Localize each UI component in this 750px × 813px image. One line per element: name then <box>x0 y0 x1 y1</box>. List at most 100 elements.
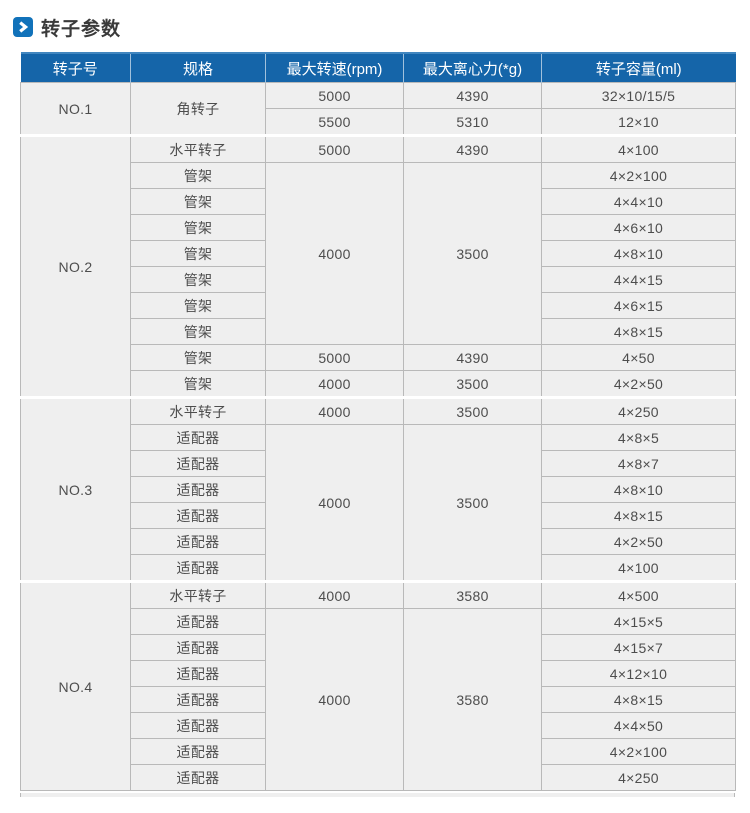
table-row: 管架 4000 3500 4×2×100 <box>21 162 736 345</box>
table-row: 适配器 4×250 <box>21 764 736 791</box>
cell-capacity: 4×15×7 <box>541 634 736 661</box>
header-capacity: 转子容量(ml) <box>541 52 736 83</box>
cell-max-force: 3500 <box>403 424 542 582</box>
cell-spec: 适配器 <box>130 712 266 739</box>
table-row: 适配器 4×15×7 <box>21 634 736 661</box>
cell-spec: 管架 <box>130 318 266 345</box>
cell-spec: 适配器 <box>130 450 266 477</box>
cell-spec: 管架 <box>130 266 266 293</box>
cell-max-speed: 5000 <box>265 344 404 371</box>
cell-capacity: 4×250 <box>541 396 736 425</box>
cell-spec: 角转子 <box>130 82 266 136</box>
cell-max-force: 3580 <box>403 580 542 609</box>
cell-capacity: 4×8×10 <box>541 240 736 267</box>
cell-capacity: 4×4×10 <box>541 188 736 215</box>
cell-rotor-no: NO.1 <box>20 82 131 136</box>
cell-capacity: 4×8×10 <box>541 476 736 503</box>
rotor-parameters-table: 转子号 规格 最大转速(rpm) 最大离心力(*g) 转子容量(ml) NO.1… <box>20 52 736 791</box>
cell-capacity: 12×10 <box>541 108 736 136</box>
cell-capacity: 4×8×5 <box>541 424 736 451</box>
cell-capacity: 4×6×15 <box>541 292 736 319</box>
cell-spec: 适配器 <box>130 738 266 765</box>
cell-spec: 水平转子 <box>130 134 266 163</box>
cell-max-speed: 5000 <box>265 134 404 163</box>
table-row: NO.3 水平转子 4000 3500 4×250 <box>20 396 736 582</box>
cell-max-speed: 4000 <box>265 424 404 582</box>
cell-capacity: 4×2×50 <box>541 528 736 555</box>
cell-capacity: 4×8×15 <box>541 502 736 529</box>
cell-max-speed: 4000 <box>265 370 404 398</box>
table-row: 管架 5000 4390 4×50 <box>21 344 736 371</box>
cell-spec: 管架 <box>130 344 266 371</box>
cell-spec: 水平转子 <box>130 396 266 425</box>
cell-spec: 管架 <box>130 292 266 319</box>
cropped-next-row <box>20 793 735 797</box>
cell-spec: 适配器 <box>130 528 266 555</box>
header-spec: 规格 <box>130 52 266 83</box>
rotor-section-no1: NO.1 角转子 5000 4390 32×10/15/5 5500 5310 12×10 <box>20 82 736 136</box>
cell-max-force: 3500 <box>403 162 542 345</box>
rotor-section-no4: NO.4 水平转子 4000 3580 4×500 适配器 4000 3580 4×15×5 适配… <box>20 580 736 791</box>
cell-capacity: 4×12×10 <box>541 660 736 687</box>
cell-spec: 适配器 <box>130 660 266 687</box>
table-row: 适配器 4000 3580 4×15×5 <box>21 608 736 791</box>
cell-rotor-no: NO.3 <box>20 396 131 582</box>
cell-spec: 适配器 <box>130 608 266 635</box>
table-row: 5500 5310 12×10 <box>21 108 736 136</box>
cell-max-speed: 4000 <box>265 580 404 609</box>
cell-spec: 管架 <box>130 214 266 241</box>
page-title-bar: 转子参数 <box>0 0 750 42</box>
cell-capacity: 4×2×100 <box>541 738 736 765</box>
rotor-section-no2: NO.2 水平转子 5000 4390 4×100 管架 4000 3500 4×2×100 管架… <box>20 134 736 398</box>
cell-capacity: 4×50 <box>541 344 736 371</box>
table-row: 管架 4×8×10 <box>21 240 736 267</box>
table-row: 管架 4×4×10 <box>21 188 736 215</box>
rotor-section-no3: NO.3 水平转子 4000 3500 4×250 适配器 4000 3500 4×8×5 适配器… <box>20 396 736 582</box>
table-row: 适配器 4×2×100 <box>21 738 736 765</box>
cell-capacity: 32×10/15/5 <box>541 82 736 109</box>
cell-max-speed: 4000 <box>265 162 404 345</box>
cell-max-force: 4390 <box>403 134 542 163</box>
cell-capacity: 4×2×50 <box>541 370 736 398</box>
cell-capacity: 4×100 <box>541 554 736 582</box>
cell-spec: 适配器 <box>130 424 266 451</box>
table-row: 管架 4×6×10 <box>21 214 736 241</box>
cell-capacity: 4×4×50 <box>541 712 736 739</box>
cell-max-speed: 5500 <box>265 108 404 136</box>
table-row: NO.4 水平转子 4000 3580 4×500 <box>20 580 736 791</box>
cell-spec: 水平转子 <box>130 580 266 609</box>
cell-rotor-no: NO.2 <box>20 134 131 398</box>
table-row: 适配器 4×8×7 <box>21 450 736 477</box>
chevron-right-icon <box>13 17 33 37</box>
cell-max-force: 4390 <box>403 82 542 109</box>
page-title: 转子参数 <box>41 18 122 40</box>
cell-spec: 适配器 <box>130 686 266 713</box>
table-row: 管架 4×8×15 <box>21 318 736 345</box>
header-max-speed: 最大转速(rpm) <box>265 52 404 83</box>
cell-spec: 适配器 <box>130 764 266 791</box>
cell-max-force: 3500 <box>403 396 542 425</box>
cell-spec: 管架 <box>130 162 266 189</box>
cell-capacity: 4×250 <box>541 764 736 791</box>
cell-capacity: 4×8×15 <box>541 686 736 713</box>
table-row: 适配器 4×4×50 <box>21 712 736 739</box>
cell-spec: 适配器 <box>130 502 266 529</box>
cell-capacity: 4×4×15 <box>541 266 736 293</box>
cell-capacity: 4×8×15 <box>541 318 736 345</box>
cell-max-speed: 4000 <box>265 396 404 425</box>
table-row: 适配器 4000 3500 4×8×5 <box>21 424 736 582</box>
cell-max-speed: 5000 <box>265 82 404 109</box>
cell-capacity: 4×100 <box>541 134 736 163</box>
table-row: 适配器 4×8×15 <box>21 686 736 713</box>
table-row: 适配器 4×8×10 <box>21 476 736 503</box>
cell-rotor-no: NO.4 <box>20 580 131 791</box>
table-header-row: 转子号 规格 最大转速(rpm) 最大离心力(*g) 转子容量(ml) <box>20 52 736 83</box>
cell-max-force: 3500 <box>403 370 542 398</box>
table-row: 适配器 4×12×10 <box>21 660 736 687</box>
header-rotor-no: 转子号 <box>20 52 131 83</box>
cell-capacity: 4×2×100 <box>541 162 736 189</box>
cell-spec: 适配器 <box>130 554 266 582</box>
cell-max-force: 3580 <box>403 608 542 791</box>
cell-spec: 管架 <box>130 370 266 398</box>
cell-capacity: 4×8×7 <box>541 450 736 477</box>
